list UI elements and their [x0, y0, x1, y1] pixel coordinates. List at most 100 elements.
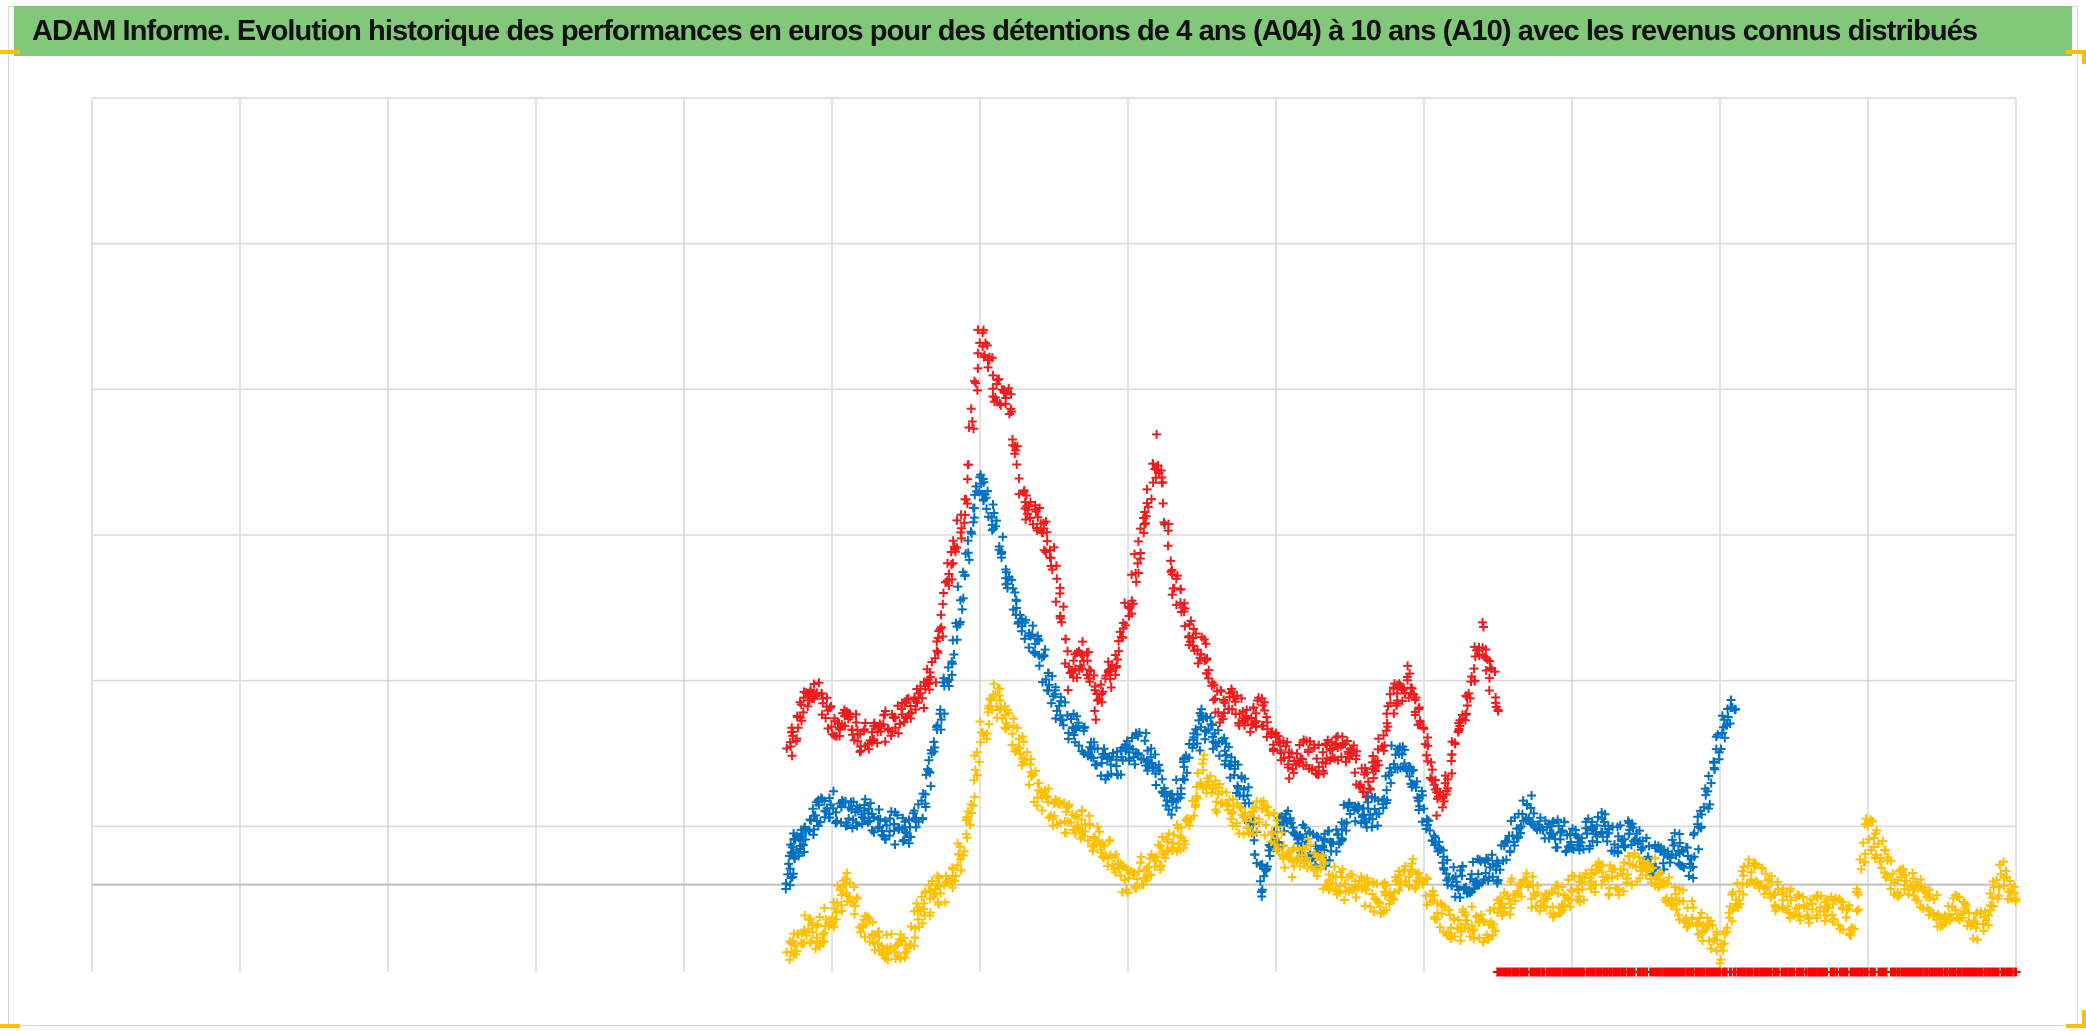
data-point	[1233, 760, 1243, 770]
data-point	[1667, 835, 1677, 845]
data-point	[1591, 829, 1601, 839]
data-point	[1720, 733, 1730, 743]
data-point	[1913, 884, 1923, 894]
data-point	[1328, 878, 1338, 888]
data-point	[874, 804, 884, 814]
data-point	[989, 508, 999, 518]
data-point	[1465, 874, 1475, 884]
data-point	[1389, 888, 1399, 898]
data-point	[932, 646, 942, 656]
data-point	[1066, 818, 1076, 828]
data-point	[1359, 787, 1369, 797]
data-point	[1577, 833, 1587, 843]
data-point	[930, 653, 940, 663]
data-point	[1077, 815, 1087, 825]
data-point	[1384, 899, 1394, 909]
data-point	[1746, 875, 1756, 885]
data-point	[936, 725, 946, 735]
data-point	[1543, 894, 1553, 904]
data-point	[909, 693, 919, 703]
resize-handle-bottom-right-vertical[interactable]	[2082, 1010, 2086, 1028]
data-point	[1286, 818, 1296, 828]
data-point	[948, 558, 958, 568]
data-point	[1121, 620, 1131, 630]
resize-handle-top-right-vertical[interactable]	[2082, 50, 2086, 64]
data-point	[1097, 697, 1107, 707]
data-point	[1033, 512, 1043, 522]
data-point	[1469, 664, 1479, 674]
data-point	[1371, 766, 1381, 776]
resize-handle-bottom-right[interactable]	[2066, 1024, 2086, 1028]
data-point	[848, 815, 858, 825]
data-point	[1216, 685, 1226, 695]
data-point	[1535, 906, 1545, 916]
data-point	[1581, 868, 1591, 878]
data-point	[1405, 669, 1415, 679]
resize-handle-top-left[interactable]	[0, 50, 20, 54]
data-point	[1035, 503, 1045, 513]
resize-handle-bottom-left[interactable]	[0, 1024, 20, 1028]
data-point	[1559, 900, 1569, 910]
data-point	[1866, 815, 1876, 825]
data-point	[1146, 752, 1156, 762]
data-point	[1916, 875, 1926, 885]
data-point	[918, 813, 928, 823]
data-point	[1507, 874, 1517, 884]
data-point	[1262, 864, 1272, 874]
data-point	[1273, 845, 1283, 855]
data-point	[1902, 876, 1912, 886]
data-point	[856, 927, 866, 937]
data-point	[788, 936, 798, 946]
data-point	[1398, 865, 1408, 875]
data-point	[1136, 852, 1146, 862]
data-point	[1025, 513, 1035, 523]
data-point	[1838, 925, 1848, 935]
data-point	[1227, 686, 1237, 696]
data-point	[1983, 920, 1993, 930]
data-point	[1146, 870, 1156, 880]
data-point	[806, 936, 816, 946]
data-point	[964, 555, 974, 565]
data-point	[960, 570, 970, 580]
data-point	[1026, 497, 1036, 507]
data-point	[1179, 607, 1189, 617]
data-point	[942, 576, 952, 586]
data-point	[829, 786, 839, 796]
data-point	[1055, 583, 1065, 593]
data-point	[1455, 893, 1465, 903]
data-point	[1425, 825, 1435, 835]
data-point	[957, 604, 967, 614]
data-point	[1195, 745, 1205, 755]
data-point	[963, 548, 973, 558]
data-point	[1567, 886, 1577, 896]
data-point	[1860, 857, 1870, 867]
data-point	[952, 635, 962, 645]
data-point	[1001, 564, 1011, 574]
resize-handle-top-right[interactable]	[2066, 50, 2086, 54]
data-point	[1007, 434, 1017, 444]
data-point	[1449, 862, 1459, 872]
data-point	[1136, 755, 1146, 765]
data-point	[1198, 765, 1208, 775]
data-point	[933, 648, 943, 658]
data-point	[1929, 895, 1939, 905]
data-point	[801, 931, 811, 941]
data-point	[1687, 896, 1697, 906]
data-point	[1026, 754, 1036, 764]
data-point	[886, 929, 896, 939]
data-point	[1641, 833, 1651, 843]
data-point	[1361, 884, 1371, 894]
data-point	[965, 820, 975, 830]
data-point	[1003, 722, 1013, 732]
data-point	[1192, 729, 1202, 739]
data-point	[1374, 760, 1384, 770]
data-point	[1495, 865, 1505, 875]
data-point	[1444, 928, 1454, 938]
data-point	[1124, 873, 1134, 883]
data-point	[1458, 861, 1468, 871]
data-point	[1353, 805, 1363, 815]
data-point	[1180, 621, 1190, 631]
data-point	[800, 910, 810, 920]
data-point	[1169, 830, 1179, 840]
data-point	[1957, 913, 1967, 923]
